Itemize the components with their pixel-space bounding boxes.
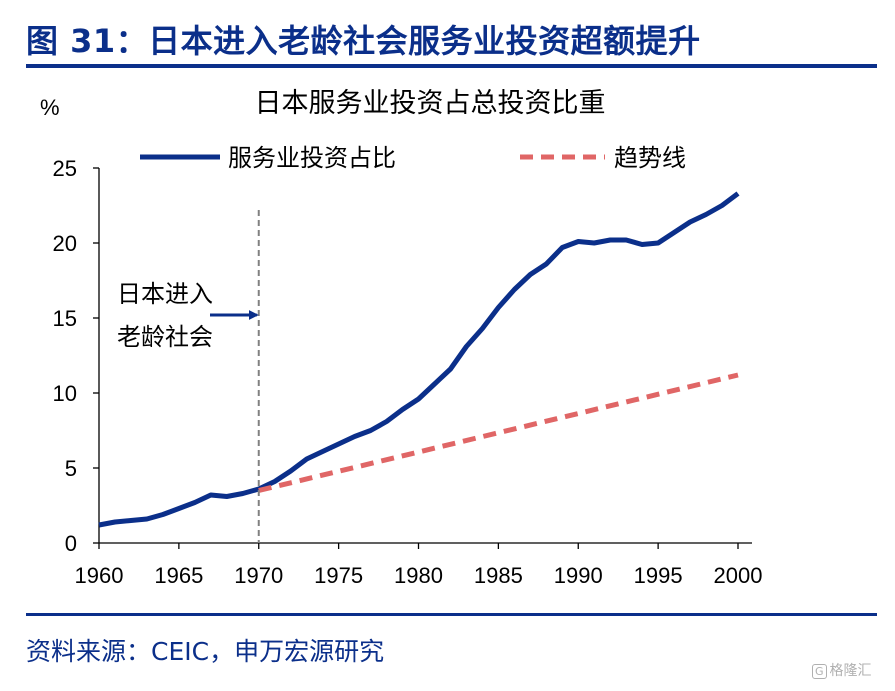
x-tick-label: 2000 [714, 563, 763, 588]
watermark-text: 格隆汇 [829, 663, 872, 679]
chart-title: 日本服务业投资占总投资比重 [255, 88, 606, 119]
x-tick-label: 1960 [75, 563, 124, 588]
series-line-services-share [98, 191, 740, 528]
x-tick-label: 1990 [554, 563, 603, 588]
x-tick-label: 1995 [634, 563, 683, 588]
y-tick-label: 5 [65, 456, 77, 481]
x-tick-label: 1985 [474, 563, 523, 588]
y-tick-label: 15 [53, 306, 77, 331]
y-tick-label: 20 [53, 231, 77, 256]
axes: 0 5 10 15 20 25 1960 1965 1970 1975 1980 1985 1990 19… [53, 156, 763, 588]
y-tick-label: 25 [53, 156, 77, 181]
annotation-label-line2: 老龄社会 [117, 323, 213, 351]
chart-marks [98, 191, 740, 528]
x-tick-label: 1980 [394, 563, 443, 588]
legend: 服务业投资占比 趋势线 [140, 144, 686, 172]
y-axis-unit-label: % [40, 95, 60, 120]
annotation-label-line1: 日本进入 [117, 280, 213, 308]
title-rule [26, 64, 877, 68]
x-tick-label: 1970 [234, 563, 283, 588]
watermark-logo-icon: G [812, 664, 827, 679]
x-tick-label: 1965 [154, 563, 203, 588]
series-line-trend [258, 372, 739, 493]
watermark: G 格隆汇 [812, 660, 872, 680]
y-tick-label: 0 [65, 531, 77, 556]
legend-label: 服务业投资占比 [228, 144, 396, 172]
annotation: 日本进入老龄社会 [117, 210, 260, 543]
footer-rule [26, 613, 877, 616]
source-note: 资料来源：CEIC，申万宏源研究 [26, 637, 385, 666]
y-tick-label: 10 [53, 381, 77, 406]
x-tick-label: 1975 [314, 563, 363, 588]
figure-title: 图 31：日本进入老龄社会服务业投资超额提升 [26, 22, 701, 60]
legend-label: 趋势线 [614, 144, 686, 172]
